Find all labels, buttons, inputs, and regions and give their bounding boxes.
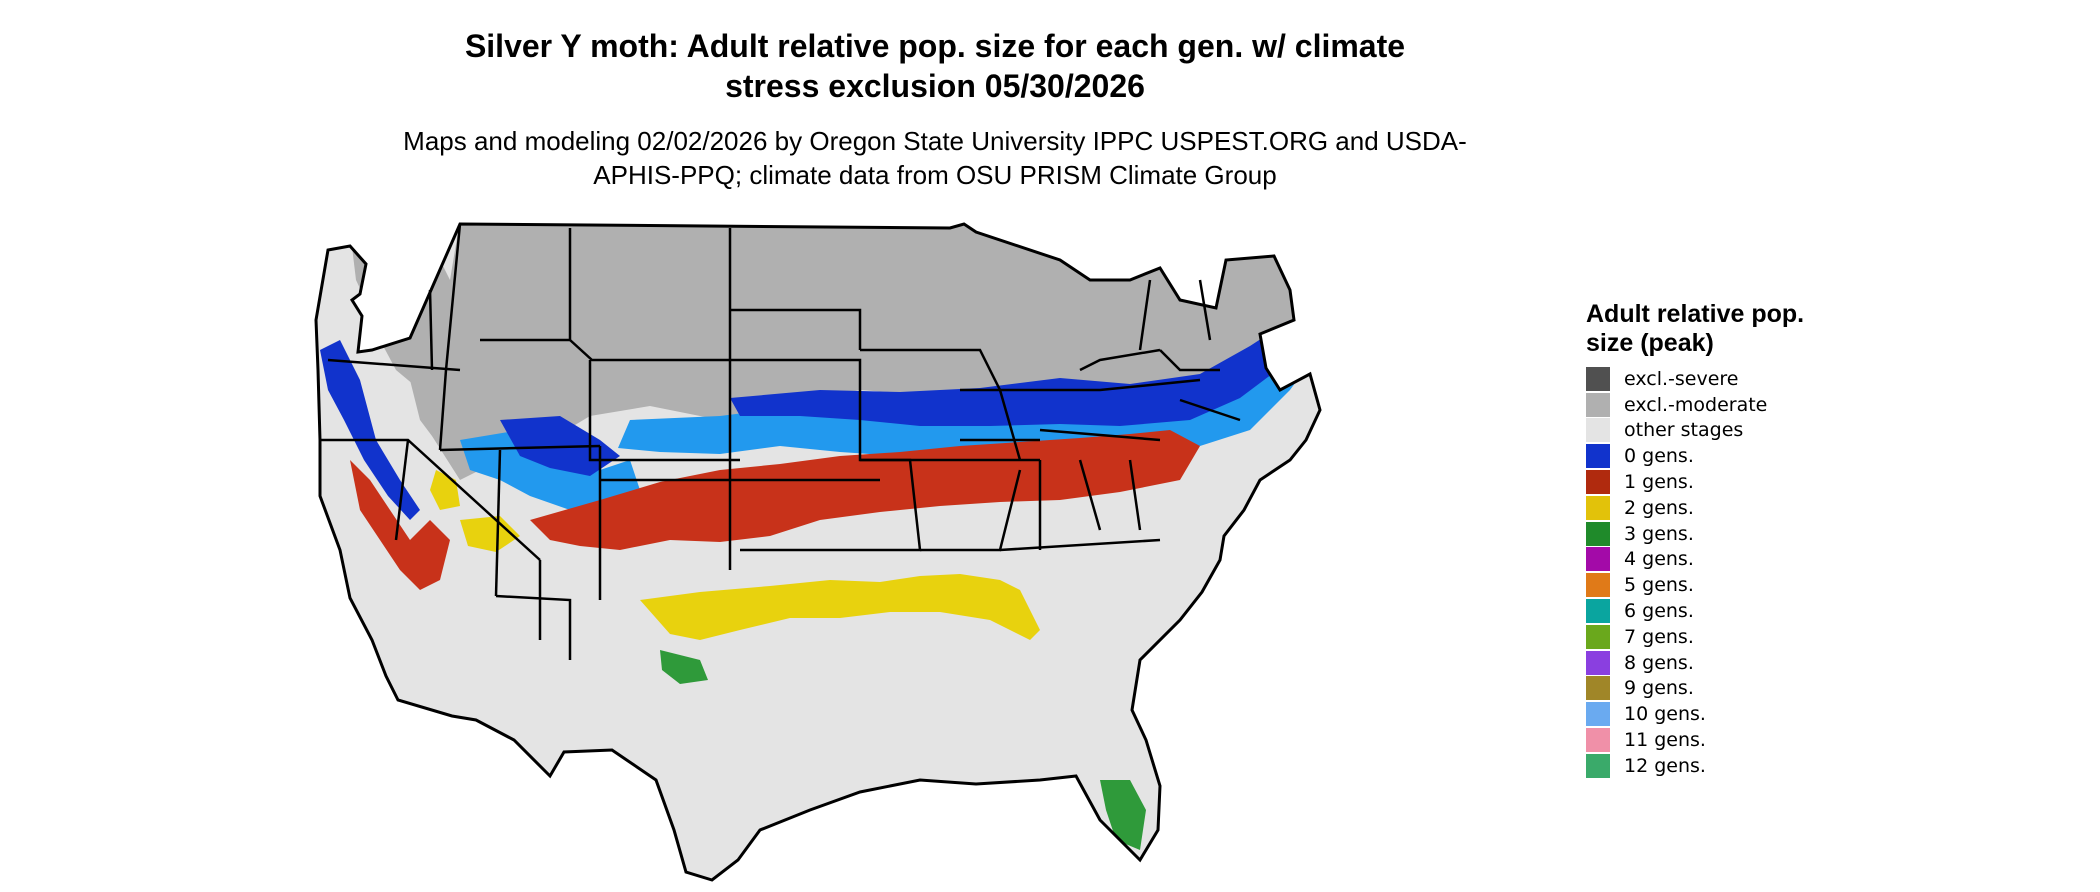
state-borders: [320, 223, 1241, 660]
two-gens-band: [640, 574, 1040, 640]
legend-label: 0 gens.: [1624, 445, 1694, 468]
excluded-moderate-west: [350, 224, 460, 340]
legend-item: other stages: [1586, 418, 1826, 444]
legend-item: 12 gens.: [1586, 753, 1826, 779]
legend-label: 4 gens.: [1624, 548, 1694, 571]
legend-item: 5 gens.: [1586, 572, 1826, 598]
excluded-moderate-intermountain: [380, 330, 532, 430]
legend-label: 8 gens.: [1624, 651, 1694, 674]
legend-swatch: [1586, 624, 1610, 649]
three-gens-texas-tip: [660, 650, 708, 684]
legend-swatch: [1586, 728, 1610, 753]
legend-label: 12 gens.: [1624, 754, 1706, 777]
zero-gens-light-band: [618, 330, 1312, 456]
legend-swatch: [1586, 392, 1610, 417]
legend-item: 1 gens.: [1586, 469, 1826, 495]
legend-swatch: [1586, 753, 1610, 778]
map-subtitle: Maps and modeling 02/02/2026 by Oregon S…: [403, 126, 1467, 190]
legend-swatch: [1586, 521, 1610, 546]
legend: Adult relative pop. size (peak) excl.-se…: [1586, 300, 1826, 779]
legend-swatch: [1586, 650, 1610, 675]
map-title: Silver Y moth: Adult relative pop. size …: [464, 28, 1406, 104]
legend-swatch: [1586, 547, 1610, 572]
legend-item: 0 gens.: [1586, 443, 1826, 469]
legend-item: 6 gens.: [1586, 598, 1826, 624]
two-gens-arizona: [460, 516, 520, 552]
legend-label: 7 gens.: [1624, 625, 1694, 648]
legend-item: 8 gens.: [1586, 650, 1826, 676]
legend-label: 6 gens.: [1624, 600, 1694, 623]
legend-swatch: [1586, 418, 1610, 443]
zero-gens-dark-band: [730, 320, 1304, 426]
legend-title: Adult relative pop. size (peak): [1586, 300, 1805, 357]
legend-label: 5 gens.: [1624, 574, 1694, 597]
legend-item: excl.-severe: [1586, 366, 1826, 392]
legend-item: 11 gens.: [1586, 727, 1826, 753]
one-gen-california: [350, 460, 450, 590]
legend-swatch: [1586, 495, 1610, 520]
legend-label: 1 gens.: [1624, 471, 1694, 494]
legend-label: 3 gens.: [1624, 522, 1694, 545]
legend-label: excl.-moderate: [1624, 393, 1768, 416]
legend-rows: excl.-severe excl.-moderate other stages 0 …: [1586, 366, 1826, 779]
us-map-svg: [314, 222, 1322, 882]
legend-item: 10 gens.: [1586, 701, 1826, 727]
legend-label: excl.-severe: [1624, 367, 1739, 390]
legend-item: 2 gens.: [1586, 495, 1826, 521]
zero-gens-northwest: [360, 250, 420, 300]
legend-label: other stages: [1624, 419, 1744, 442]
us-map: [300, 220, 1580, 890]
legend-swatch: [1586, 366, 1610, 391]
legend-swatch: [1586, 599, 1610, 624]
title-block: Silver Y moth: Adult relative pop. size …: [0, 26, 1870, 192]
legend-item: 9 gens.: [1586, 676, 1826, 702]
legend-label: 11 gens.: [1624, 729, 1706, 752]
legend-swatch: [1586, 676, 1610, 701]
legend-swatch: [1586, 702, 1610, 727]
three-gens-florida-tip: [1100, 780, 1146, 850]
legend-item: 7 gens.: [1586, 624, 1826, 650]
legend-swatch: [1586, 573, 1610, 598]
zero-gens-southwest: [460, 430, 640, 510]
legend-label: 10 gens.: [1624, 703, 1706, 726]
legend-item: 4 gens.: [1586, 547, 1826, 573]
legend-label: 9 gens.: [1624, 677, 1694, 700]
zero-gens-west-patches: [320, 340, 420, 520]
legend-label: 2 gens.: [1624, 496, 1694, 519]
legend-swatch: [1586, 444, 1610, 469]
legend-item: 3 gens.: [1586, 521, 1826, 547]
legend-swatch: [1586, 470, 1610, 495]
legend-item: excl.-moderate: [1586, 392, 1826, 418]
